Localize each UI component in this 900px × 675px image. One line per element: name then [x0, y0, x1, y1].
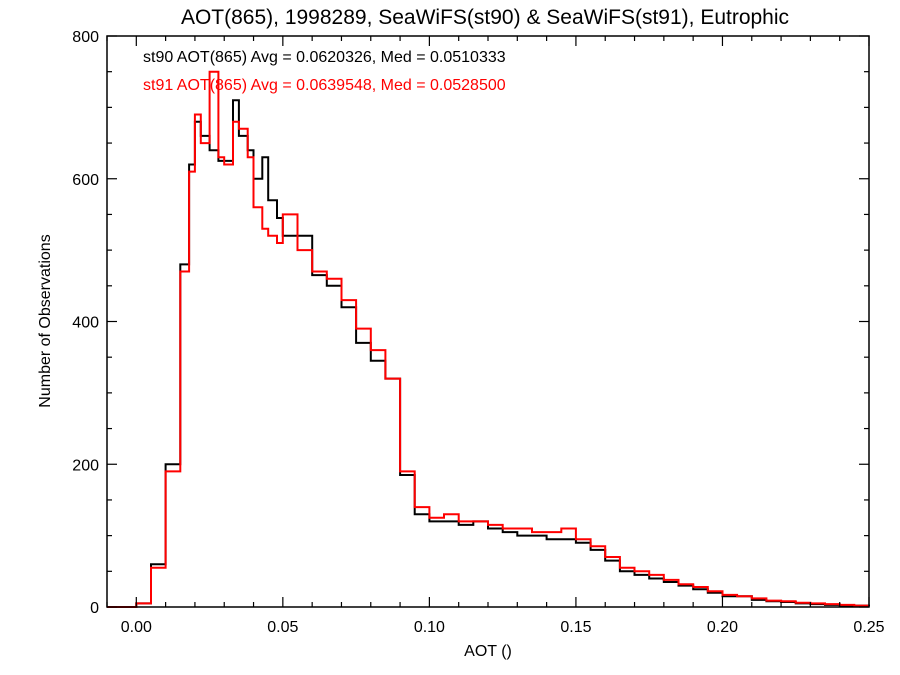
series-layer [107, 70, 870, 608]
x-tick-label: 0.10 [414, 619, 445, 636]
chart-title: AOT(865), 1998289, SeaWiFS(st90) & SeaWi… [181, 6, 789, 29]
y-tick-label: 400 [72, 315, 99, 332]
series-line-st91 [107, 70, 869, 608]
y-tick-label: 0 [90, 600, 99, 617]
stats-label-st90: st90 AOT(865) Avg = 0.0620326, Med = 0.0… [143, 49, 506, 66]
x-tick-label: 0.00 [121, 619, 152, 636]
x-tick-label: 0.05 [267, 619, 298, 636]
stats-label-st91: st91 AOT(865) Avg = 0.0639548, Med = 0.0… [143, 77, 506, 94]
y-tick-label: 800 [72, 29, 99, 46]
series-line-st90 [107, 99, 870, 608]
y-axis-label: Number of Observations [37, 234, 54, 407]
y-tick-label: 200 [72, 457, 99, 474]
x-tick-label: 0.25 [853, 619, 884, 636]
x-tick-label: 0.20 [707, 619, 738, 636]
axis-layer: 0.00 0.05 0.10 0.15 0.20 0.25 0 200 400 600 800 [72, 29, 884, 636]
x-tick-label: 0.15 [560, 619, 591, 636]
x-axis-label: AOT () [464, 643, 512, 660]
y-tick-label: 600 [72, 172, 99, 189]
